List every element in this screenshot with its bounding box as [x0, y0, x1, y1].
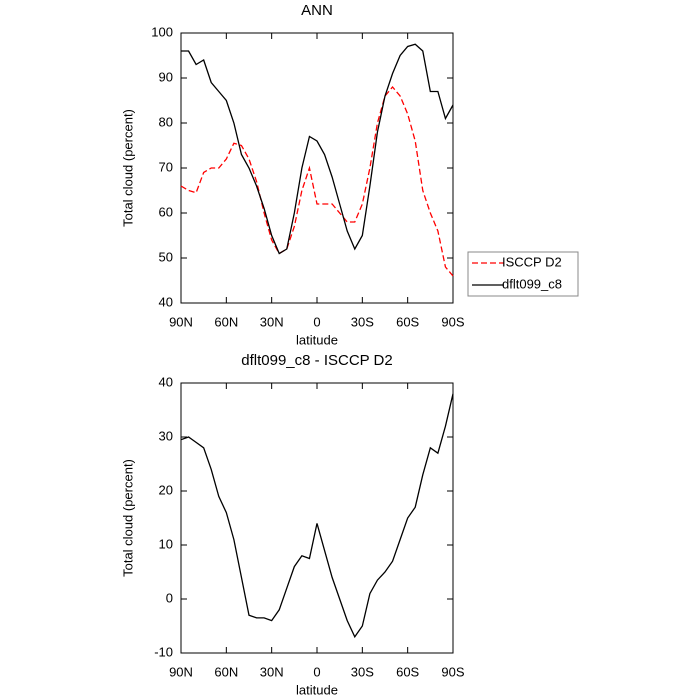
plot-frame: [180, 32, 454, 304]
x-tick-label: 90S: [441, 664, 464, 679]
legend-label: dflt099_c8: [502, 276, 562, 291]
data-line: [181, 43, 454, 255]
x-tick-label: 90N: [169, 664, 193, 679]
x-tick-label: 90N: [169, 314, 193, 329]
y-tick-label: 40: [159, 374, 173, 389]
x-tick-label: 30S: [351, 314, 374, 329]
y-tick-label: 70: [159, 159, 173, 174]
y-tick-label: 90: [159, 69, 173, 84]
chart-title: ANN: [301, 2, 333, 19]
legend-label: ISCCP D2: [502, 254, 562, 269]
x-tick-label: 60S: [396, 314, 419, 329]
y-axis-label: Total cloud (percent): [120, 459, 135, 577]
data-line: [180, 85, 454, 277]
y-tick-label: 50: [159, 249, 173, 264]
y-tick-label: 100: [151, 24, 173, 39]
y-tick-label: 80: [159, 114, 173, 129]
x-tick-label: 30S: [351, 664, 374, 679]
y-axis-label: Total cloud (percent): [120, 109, 135, 227]
x-tick-label: 60N: [214, 664, 238, 679]
y-tick-label: 0: [166, 590, 173, 605]
y-tick-label: 40: [159, 294, 173, 309]
x-tick-label: 0: [313, 664, 320, 679]
x-tick-label: 60N: [214, 314, 238, 329]
y-tick-label: 20: [159, 482, 173, 497]
data-line: [180, 393, 454, 639]
x-axis-label: latitude: [296, 682, 338, 697]
chart-title: dflt099_c8 - ISCCP D2: [241, 352, 392, 369]
x-tick-label: 30N: [260, 664, 284, 679]
y-tick-label: 60: [159, 204, 173, 219]
legend-box: [467, 251, 579, 297]
y-tick-label: 30: [159, 428, 173, 443]
plot-frame: [180, 382, 454, 654]
y-tick-label: -10: [154, 644, 173, 659]
y-tick-label: 10: [159, 536, 173, 551]
x-tick-label: 30N: [260, 314, 284, 329]
x-axis-label: latitude: [296, 332, 338, 347]
x-tick-label: 90S: [441, 314, 464, 329]
x-tick-label: 60S: [396, 664, 419, 679]
x-tick-label: 0: [313, 314, 320, 329]
